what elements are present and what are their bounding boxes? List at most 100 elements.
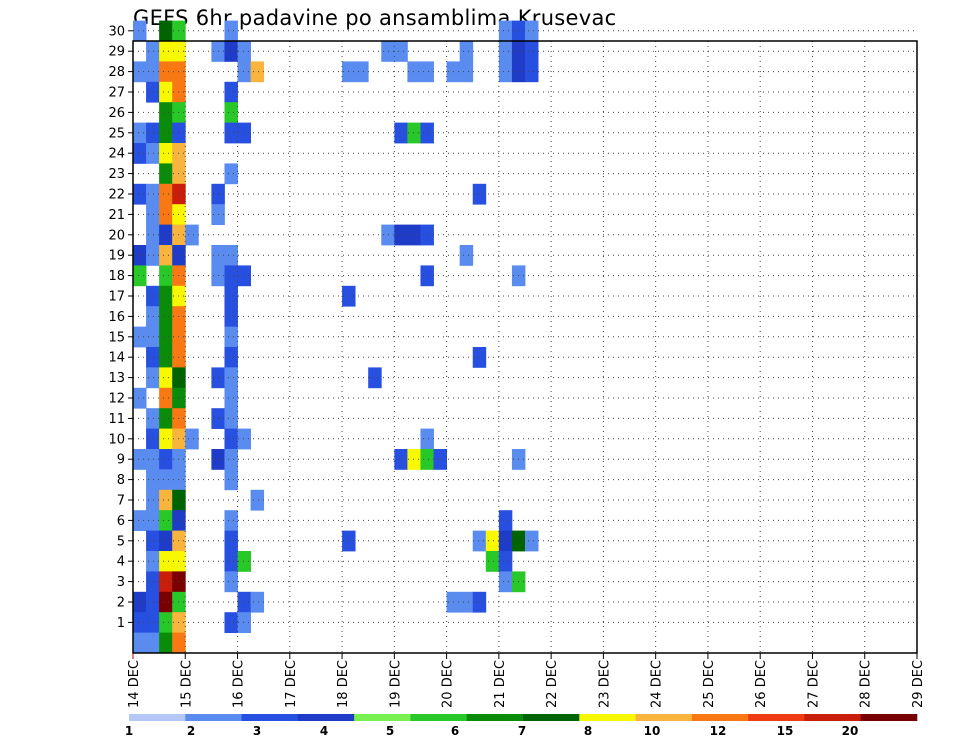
heatmap-cell <box>224 41 238 62</box>
colorbar-swatch <box>523 714 580 721</box>
heatmap-cell <box>498 530 513 552</box>
heatmap-cell <box>498 20 513 42</box>
heatmap-cell <box>159 81 173 103</box>
heatmap-cell <box>133 122 147 144</box>
heatmap-cell <box>133 387 147 409</box>
heatmap-cell <box>407 122 421 144</box>
heatmap-cell <box>224 122 238 144</box>
y-tick-label: 2 <box>117 596 125 611</box>
heatmap-cell <box>394 41 408 62</box>
y-tick-label: 15 <box>108 330 125 345</box>
y-tick-label: 14 <box>108 351 125 366</box>
x-tick-label: 16 DEC <box>232 660 247 708</box>
colorbar: 1 2 3 4 5 6 7 8 10 12 15 20 <box>125 714 918 738</box>
heatmap-cell <box>146 367 160 389</box>
x-tick-label: 22 DEC <box>545 660 560 708</box>
heatmap-cell <box>224 367 238 389</box>
heatmap-cell <box>146 632 160 654</box>
heatmap-cell <box>159 224 173 246</box>
colorbar-label: 3 <box>253 724 261 738</box>
heatmap-cell <box>237 612 251 633</box>
heatmap-cell <box>146 571 160 593</box>
y-tick-label: 26 <box>108 106 125 121</box>
y-tick-label: 23 <box>108 167 125 182</box>
heatmap-cell <box>459 245 474 266</box>
heatmap-cell <box>420 449 434 470</box>
grid-lines <box>133 30 917 653</box>
heatmap-cell <box>224 285 238 307</box>
heatmap-cell <box>133 183 147 205</box>
heatmap-cell <box>459 591 474 613</box>
colorbar-label: 6 <box>451 724 459 738</box>
colorbar-swatch <box>241 714 299 721</box>
heatmap-cell <box>159 551 173 572</box>
heatmap-cell <box>146 469 160 491</box>
heatmap-cell <box>159 102 173 123</box>
heatmap-cell <box>472 183 487 205</box>
heatmap-cell <box>133 591 147 613</box>
x-tick-label: 24 DEC <box>650 660 665 708</box>
colorbar-label: 20 <box>842 724 859 738</box>
heatmap-cell <box>146 81 160 103</box>
heatmap-cell <box>133 449 147 470</box>
y-tick-label: 9 <box>117 453 125 468</box>
colorbar-swatch <box>410 714 468 721</box>
heatmap-cell <box>250 489 265 511</box>
x-tick-label: 23 DEC <box>597 660 612 708</box>
y-tick-label: 18 <box>108 269 125 284</box>
heatmap-cell <box>133 245 147 266</box>
colorbar-swatch <box>691 714 749 721</box>
y-tick-label: 11 <box>108 412 125 427</box>
heatmap-cell <box>224 163 238 185</box>
heatmap-cell <box>146 428 160 450</box>
heatmap-cell <box>146 285 160 307</box>
y-tick-label: 5 <box>117 534 125 549</box>
heatmap-cell <box>159 285 173 307</box>
heatmap-cell <box>133 143 147 164</box>
y-tick-label: 16 <box>108 310 125 325</box>
y-tick-label: 10 <box>108 432 125 447</box>
x-tick-label: 29 DEC <box>911 660 926 708</box>
heatmap-cell <box>459 41 474 62</box>
colorbar-label: 12 <box>710 724 727 738</box>
colorbar-label: 2 <box>187 724 195 738</box>
heatmap-cell <box>159 591 173 613</box>
heatmap-cell <box>146 143 160 164</box>
heatmap-cell <box>498 41 513 62</box>
heatmap-cell <box>250 591 265 613</box>
heatmap-cell <box>224 530 238 552</box>
x-tick-label: 27 DEC <box>806 660 821 708</box>
heatmap-cell <box>133 61 147 83</box>
heatmap-cell <box>420 122 434 144</box>
y-tick-label: 6 <box>117 514 125 529</box>
heatmap-cell <box>146 449 160 470</box>
heatmap-cell <box>159 530 173 552</box>
colorbar-label: 15 <box>777 724 794 738</box>
heatmap-cell <box>133 20 147 42</box>
colorbar-swatch <box>129 714 186 721</box>
y-tick-label: 27 <box>108 86 125 101</box>
heatmap-cell <box>472 347 487 368</box>
colorbar-label: 4 <box>320 724 328 738</box>
heatmap-cell <box>159 143 173 164</box>
heatmap-cell <box>146 122 160 144</box>
heatmap-cell <box>420 265 434 287</box>
y-tick-label: 4 <box>117 555 125 570</box>
heatmap-cell <box>394 224 408 246</box>
heatmap-cell <box>433 449 447 470</box>
heatmap-cell <box>224 265 238 287</box>
heatmap-cell <box>420 428 434 450</box>
heatmap-cell <box>146 347 160 368</box>
colorbar-label: 10 <box>644 724 661 738</box>
heatmap-cell <box>159 306 173 327</box>
heatmap-cell <box>159 245 173 266</box>
heatmap-cell <box>224 408 238 429</box>
heatmap-cell <box>159 612 173 633</box>
heatmap-cell <box>498 510 513 531</box>
heatmap-cell <box>159 367 173 389</box>
heatmap-cell <box>224 612 238 633</box>
heatmap-cell <box>237 41 251 62</box>
colorbar-swatch <box>860 714 918 721</box>
y-tick-label: 24 <box>108 147 125 162</box>
